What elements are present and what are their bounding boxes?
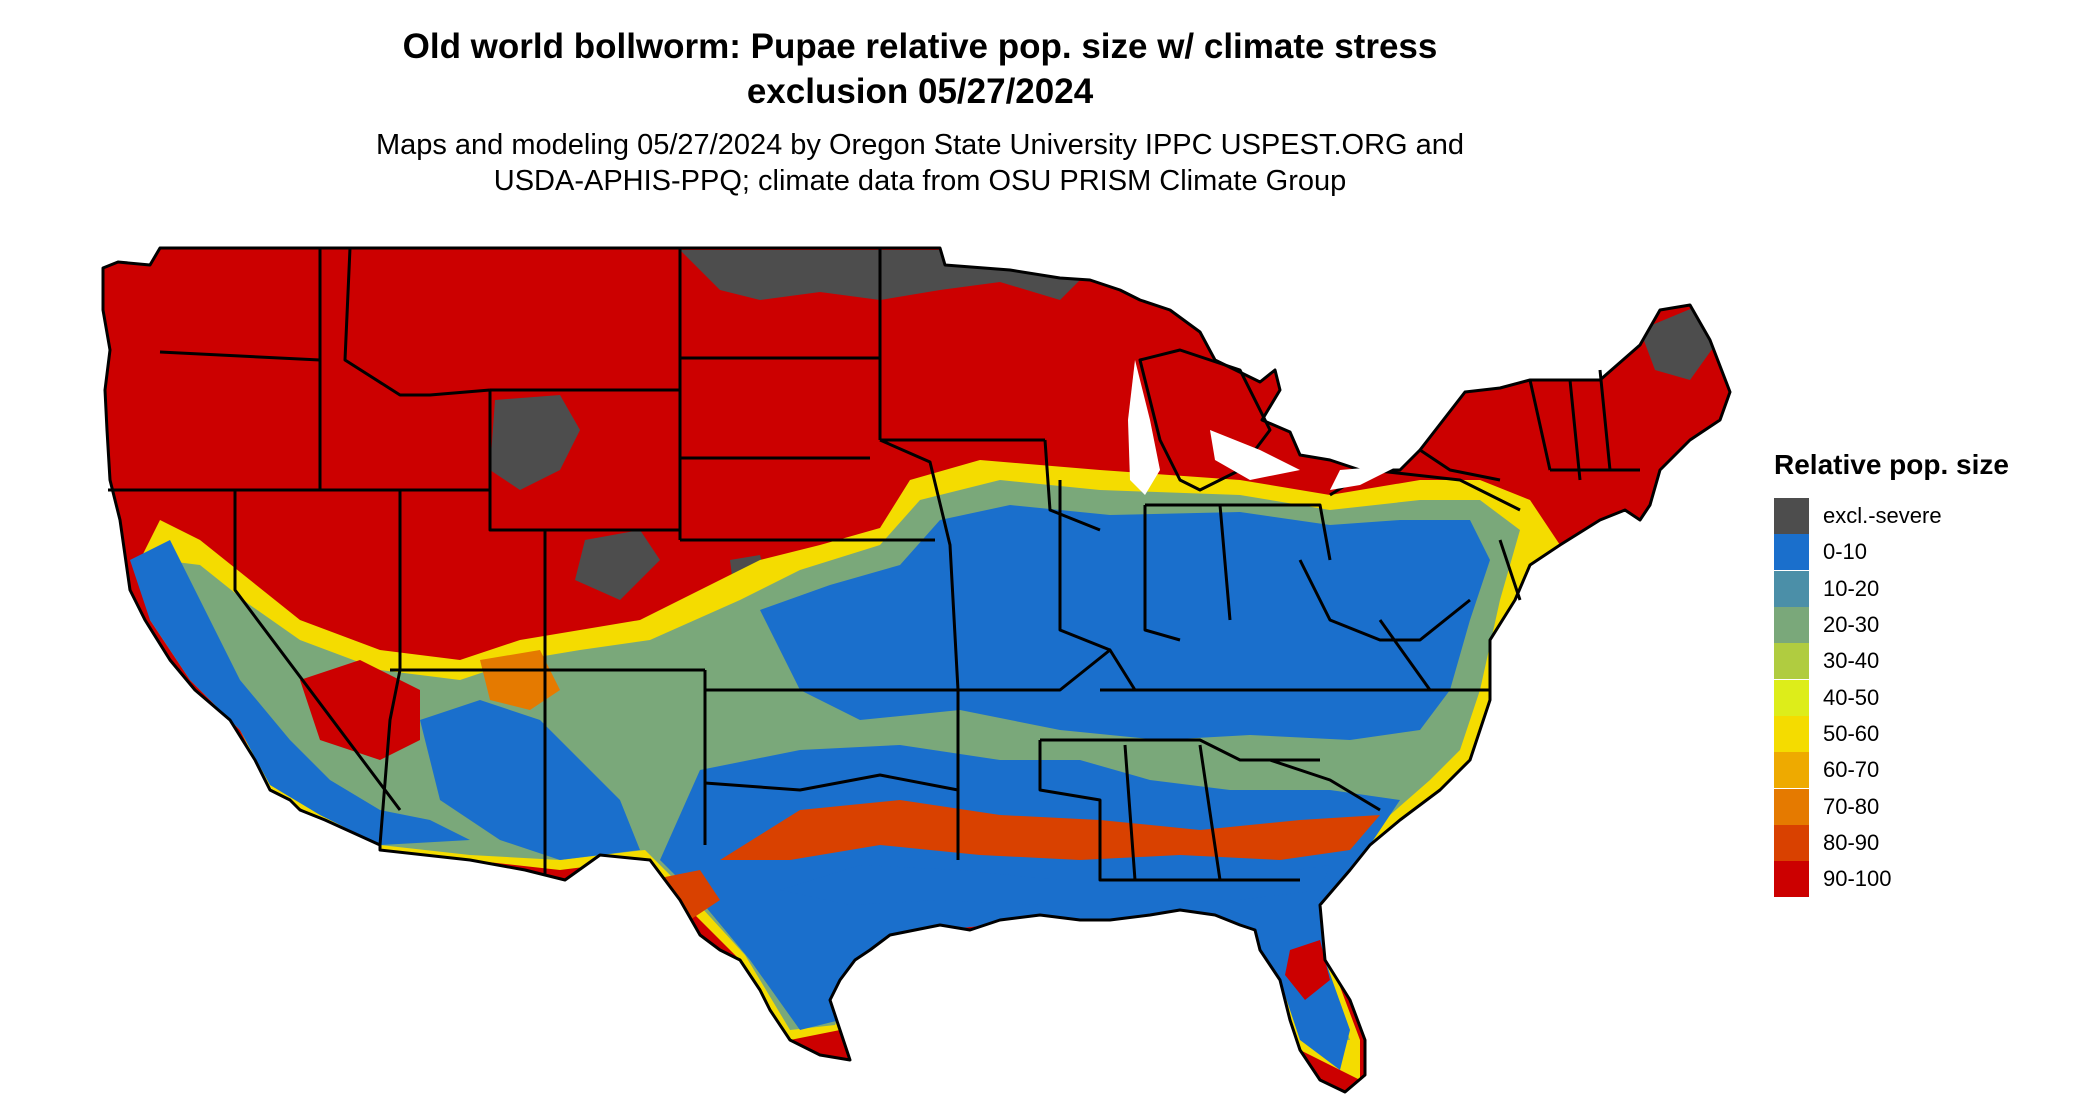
legend-label: 0-10 [1823, 539, 1868, 565]
legend-swatch [1774, 715, 1809, 752]
map-title-line1: Old world bollworm: Pupae relative pop. … [402, 27, 1438, 66]
legend-item: 30-40 [1774, 643, 2009, 680]
legend-item: 70-80 [1774, 788, 2009, 825]
legend-label: 70-80 [1823, 793, 1880, 819]
legend-swatch [1774, 824, 1809, 861]
legend-item: 50-60 [1774, 715, 2009, 752]
us-map [101, 246, 1732, 1094]
legend-item: 90-100 [1774, 861, 2009, 898]
map-title-line2: exclusion 05/27/2024 [746, 72, 1094, 111]
legend-label: 80-90 [1823, 829, 1880, 855]
legend-label: 30-40 [1823, 648, 1880, 674]
legend-label: 20-30 [1823, 612, 1880, 638]
legend-item: excl.-severe [1774, 498, 2009, 535]
legend-swatch [1774, 679, 1809, 716]
legend-label: 40-50 [1823, 684, 1880, 710]
legend-label: 90-100 [1823, 866, 1892, 892]
legend-swatch [1774, 570, 1809, 607]
legend-item: 60-70 [1774, 752, 2009, 789]
legend-swatch [1774, 788, 1809, 825]
map-subtitle-line2: USDA-APHIS-PPQ; climate data from OSU PR… [493, 165, 1347, 197]
legend-swatch [1774, 861, 1809, 898]
map-subtitle-line1: Maps and modeling 05/27/2024 by Oregon S… [375, 129, 1465, 161]
legend: Relative pop. size excl.-severe 0-10 10-20… [1774, 448, 2009, 898]
legend-item: 20-30 [1774, 607, 2009, 644]
legend-item: 40-50 [1774, 679, 2009, 716]
legend-swatch [1774, 643, 1809, 680]
legend-title: Relative pop. size [1774, 449, 2009, 480]
legend-label: excl.-severe [1823, 503, 1942, 529]
legend-label: 50-60 [1823, 720, 1880, 746]
legend-item: 10-20 [1774, 570, 2009, 607]
legend-item: 0-10 [1774, 534, 2009, 571]
legend-label: 10-20 [1823, 575, 1880, 601]
legend-swatch [1774, 534, 1809, 571]
legend-label: 60-70 [1823, 757, 1880, 783]
legend-swatch [1774, 498, 1809, 535]
legend-item: 80-90 [1774, 824, 2009, 861]
legend-swatch [1774, 607, 1809, 644]
legend-swatch [1774, 752, 1809, 789]
